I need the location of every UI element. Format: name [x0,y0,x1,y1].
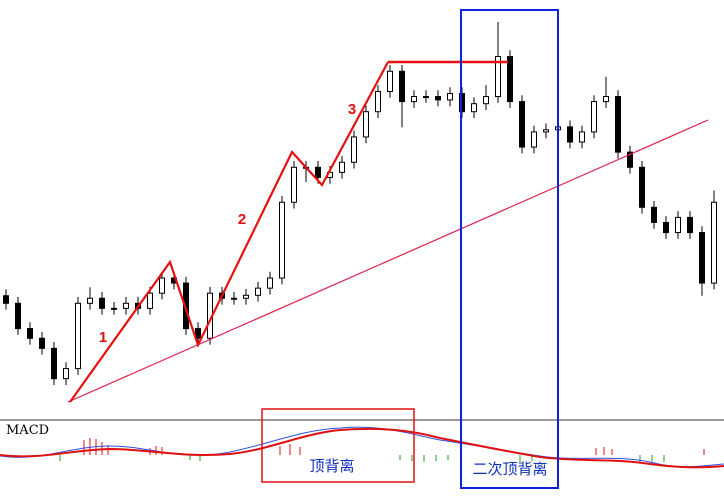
candle-body [651,206,657,223]
divergence-label: 顶背离 [309,457,354,475]
candle-body [663,221,669,234]
candle-body [231,297,237,300]
candle-body [531,131,537,148]
candle-body [471,103,477,113]
candle-body [399,70,405,103]
candle-body [375,90,381,113]
candle-body [699,232,705,284]
candle-body [495,56,501,98]
candle-body [279,201,285,279]
candle-body [591,101,597,133]
candle-body [363,111,369,138]
candle-body [447,93,453,101]
candle-body [99,297,105,309]
candle-body [435,96,441,101]
wave-label: 3 [348,101,356,118]
candle-body [123,302,129,309]
candle-body [567,126,573,143]
second-divergence-label: 二次顶背离 [472,460,547,478]
candle-body [387,70,393,92]
candle-body [579,131,585,143]
indicator-label: MACD [6,423,49,438]
candle-body [411,96,417,103]
candle-body [543,129,549,133]
signal-line [0,427,724,469]
candle-body [711,201,717,284]
candle-body [675,216,681,234]
candle-body [339,161,345,173]
candle-body [639,166,645,208]
candle-body [603,96,609,103]
candle-body [615,96,621,153]
candle-body [27,328,33,339]
candle-body [3,295,9,304]
wave-label: 2 [238,211,246,228]
candle-body [483,96,489,105]
candle-body [51,347,57,380]
trend-line [67,119,709,403]
candle-body [423,96,429,99]
candle-body [159,277,165,294]
candle-body [39,337,45,349]
candle-body [519,101,525,148]
candle-body [315,166,321,178]
second-divergence-box [460,9,559,489]
wave-label: 1 [99,329,107,346]
candle-body [351,136,357,163]
candle-body [291,166,297,203]
candle-body [687,216,693,234]
candle-body [183,282,189,330]
candle-body [111,307,117,310]
candle-body [63,368,69,380]
candle-body [147,292,153,309]
candle-body [627,151,633,168]
candle-body [255,287,261,296]
divergence-box [261,408,415,483]
candle-body [507,56,513,103]
candle-body [87,297,93,304]
candle-body [15,302,21,330]
candle-body [195,328,201,339]
candle-body [75,302,81,370]
candle-body [267,277,273,289]
wave-arrows [69,61,389,403]
candle-body [243,294,249,299]
